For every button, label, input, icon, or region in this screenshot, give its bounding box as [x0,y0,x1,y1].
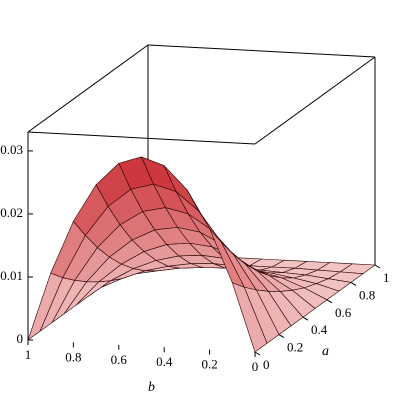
y-tick-label: 0.4 [156,354,173,369]
x-tick-label: 0.4 [311,322,328,337]
x-tick [350,281,357,286]
z-tick-label: 0.03 [0,142,23,157]
box-edge [27,131,256,145]
y-tick-label: 0 [252,359,259,374]
x-tick [278,334,285,339]
y-tick-label: 1 [25,347,32,362]
x-tick-label: 0 [263,357,270,372]
box-edge [254,56,376,145]
x-tick [374,264,381,269]
x-tick [254,351,261,356]
z-tick-label: 0.01 [0,268,23,283]
z-tick-label: 0 [17,331,24,346]
y-tick-label: 0.8 [65,349,81,364]
z-tick-label: 0.02 [0,205,23,220]
x-tick-label: 0.8 [359,287,375,302]
x-tick-label: 0.2 [287,340,303,355]
y-tick-label: 0.2 [201,357,217,372]
box-edge [27,44,149,133]
x-tick-label: 0.6 [335,305,352,320]
box-edge [147,44,376,58]
x-tick-label: 1 [383,270,390,285]
surface-patch [231,282,268,353]
x-axis-label: a [322,344,329,359]
x-tick [326,299,333,304]
y-axis-label: b [148,380,155,395]
x-tick [302,316,309,321]
y-tick-label: 0.6 [111,352,128,367]
